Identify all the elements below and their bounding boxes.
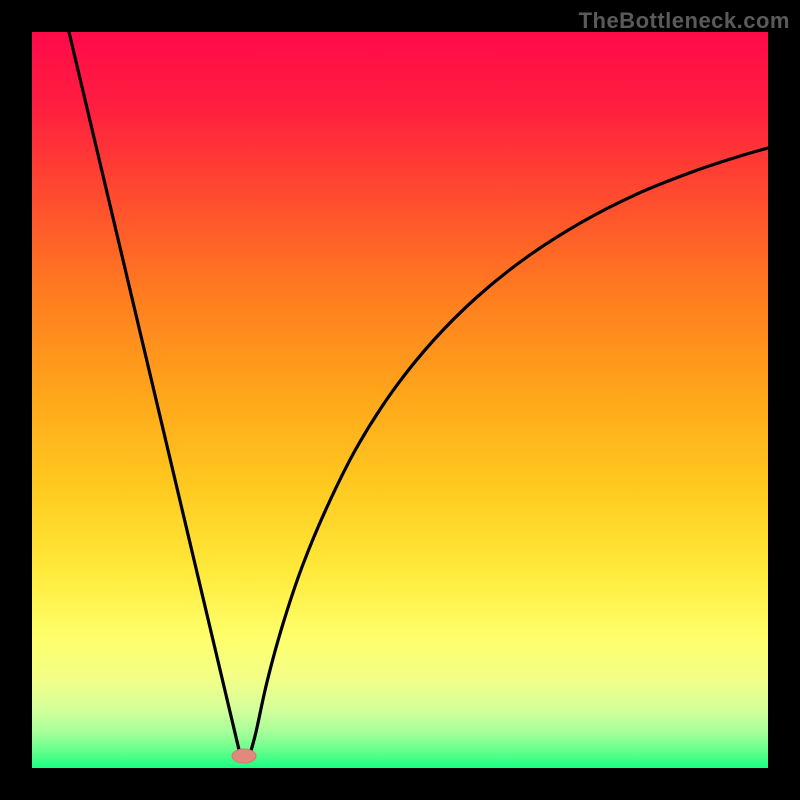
- plot-area: [32, 32, 768, 768]
- watermark-text: TheBottleneck.com: [579, 8, 790, 34]
- chart-container: TheBottleneck.com: [0, 0, 800, 800]
- gradient-background: [32, 32, 768, 768]
- optimum-marker: [232, 749, 256, 763]
- plot-svg: [32, 32, 768, 768]
